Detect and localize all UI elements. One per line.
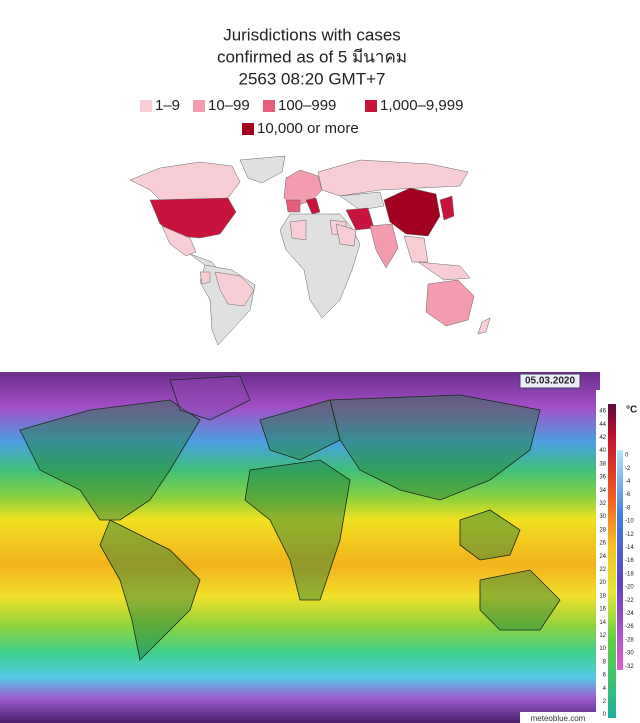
scale-label: 26 — [599, 541, 606, 547]
scale-label: 18 — [599, 593, 606, 599]
scale-label: 28 — [599, 527, 606, 533]
title-line: confirmed as of 5 มีนาคม — [217, 47, 407, 66]
scale-label: 4 — [603, 686, 607, 692]
scale-label: -4 — [625, 479, 631, 485]
scale-label: 20 — [599, 580, 606, 586]
scale-label: 10 — [599, 646, 606, 652]
scale-label: 36 — [599, 475, 606, 481]
color-bar-cold — [617, 450, 623, 670]
cases-world-map — [129, 155, 491, 346]
credit: meteoblue.com — [531, 714, 586, 723]
scale-label: -6 — [625, 492, 631, 498]
scale-label: 40 — [599, 448, 606, 454]
legend-label: 10–99 — [208, 97, 250, 114]
scale-label: -24 — [625, 611, 634, 617]
scale-label: -32 — [625, 664, 634, 670]
scale-label: -20 — [625, 585, 634, 591]
scale-label: 6 — [603, 673, 607, 679]
scale-label: -18 — [625, 571, 634, 577]
legend-swatch — [263, 100, 275, 112]
scale-label: 42 — [599, 435, 606, 441]
scale-label: 34 — [599, 488, 606, 494]
scale-label: 0 — [625, 453, 629, 459]
legend-swatch — [365, 100, 377, 112]
scale-label: 16 — [599, 607, 606, 613]
legend-swatch — [140, 100, 152, 112]
scale-label: -10 — [625, 519, 634, 525]
scale-label: 8 — [603, 659, 607, 665]
scale-label: 12 — [599, 633, 606, 639]
scale-label: 14 — [599, 620, 606, 626]
scale-label: -26 — [625, 624, 634, 630]
legend-label: 1,000–9,999 — [380, 97, 463, 114]
title-line: 2563 08:20 GMT+7 — [239, 69, 386, 88]
scale-label: 2 — [603, 699, 607, 705]
scale-label: 44 — [599, 422, 606, 428]
legend-swatch — [242, 123, 254, 135]
scale-label: -28 — [625, 637, 634, 643]
scale-label: 30 — [599, 514, 606, 520]
scale-label: -22 — [625, 598, 634, 604]
map-date: 05.03.2020 — [525, 376, 575, 387]
title-line: Jurisdictions with cases — [223, 25, 401, 44]
scale-label: -14 — [625, 545, 634, 551]
legend-swatch — [193, 100, 205, 112]
color-bar-warm — [608, 404, 616, 718]
scale-label: -8 — [625, 505, 631, 511]
legend: 1–9 10–99 100–999 1,000–9,999 10,000 or more — [140, 97, 463, 137]
scale-label: -2 — [625, 466, 631, 472]
scale-label: -12 — [625, 532, 634, 538]
scale-label: -30 — [625, 651, 634, 657]
title: Jurisdictions with cases confirmed as of … — [217, 25, 407, 88]
legend-label: 1–9 — [155, 97, 180, 114]
scale-label: -16 — [625, 558, 634, 564]
scale-label: 24 — [599, 554, 606, 560]
legend-label: 100–999 — [278, 97, 336, 114]
scale-label: 0 — [603, 712, 607, 718]
scale-label: 22 — [599, 567, 606, 573]
scale-label: 38 — [599, 461, 606, 467]
unit: °C — [626, 405, 637, 416]
legend-label: 10,000 or more — [257, 120, 359, 137]
temperature-map: 05.03.2020 °C 46444240383634323028262422… — [0, 372, 640, 723]
scale-label: 46 — [599, 409, 606, 415]
scale-label: 32 — [599, 501, 606, 507]
